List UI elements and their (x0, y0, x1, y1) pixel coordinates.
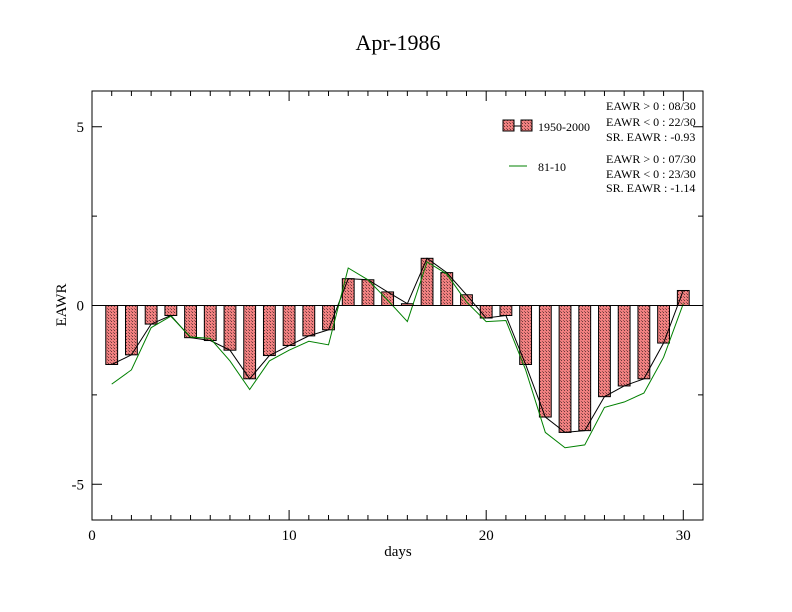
stats-block: EAWR > 0 : 08/30 EAWR < 0 : 22/30 SR. EA… (606, 99, 696, 195)
bar (499, 305, 513, 317)
y-tick-label: 5 (77, 120, 85, 136)
x-tick-label: 20 (479, 528, 494, 544)
bar (203, 305, 217, 342)
stat-line: EAWR > 0 : 07/30 (606, 152, 696, 166)
line-series (111, 261, 684, 449)
bar (302, 305, 316, 337)
stat-line: EAWR < 0 : 22/30 (606, 115, 696, 129)
stat-line: EAWR > 0 : 08/30 (606, 99, 696, 113)
x-tick-label: 0 (88, 528, 96, 544)
bar (676, 289, 690, 306)
y-axis-ticks: -5 0 5 (72, 120, 703, 493)
y-tick-label: -5 (72, 477, 85, 493)
bar (164, 305, 178, 317)
bar (262, 305, 276, 357)
bar-series-line (111, 257, 684, 433)
bar (519, 305, 533, 365)
bar (282, 305, 296, 347)
bar (657, 305, 670, 344)
bar-outline-line (111, 257, 684, 433)
legend-line-label: 81-10 (538, 160, 566, 174)
stat-line: SR. EAWR : -0.93 (606, 130, 695, 144)
bar (598, 305, 611, 398)
bar (125, 305, 138, 356)
legend: 1950-2000 81-10 (502, 119, 590, 174)
bar (420, 257, 434, 306)
chart-title: Apr-1986 (355, 30, 440, 55)
bar (223, 305, 237, 351)
bar (558, 305, 572, 433)
bar (578, 305, 592, 432)
bar (243, 305, 257, 380)
bar (322, 305, 335, 331)
x-axis-ticks: 0 10 20 30 (88, 91, 704, 544)
legend-bar-label: 1950-2000 (538, 120, 590, 134)
x-axis-label: days (384, 544, 412, 560)
bar (144, 305, 158, 325)
bar (617, 305, 631, 387)
legend-bar-swatch-right (520, 119, 533, 132)
bar (105, 305, 119, 365)
green-series-line (111, 261, 684, 449)
stat-line: EAWR < 0 : 23/30 (606, 167, 696, 181)
y-tick-label: 0 (77, 299, 85, 315)
x-tick-label: 30 (676, 528, 691, 544)
stat-line: SR. EAWR : -1.14 (606, 181, 695, 195)
y-axis-label: EAWR (54, 284, 70, 327)
bar (637, 305, 651, 380)
bar (479, 305, 493, 319)
bar (538, 305, 552, 418)
bar-series (105, 257, 690, 433)
legend-bar-swatch-left (502, 119, 515, 132)
x-tick-label: 10 (282, 528, 297, 544)
